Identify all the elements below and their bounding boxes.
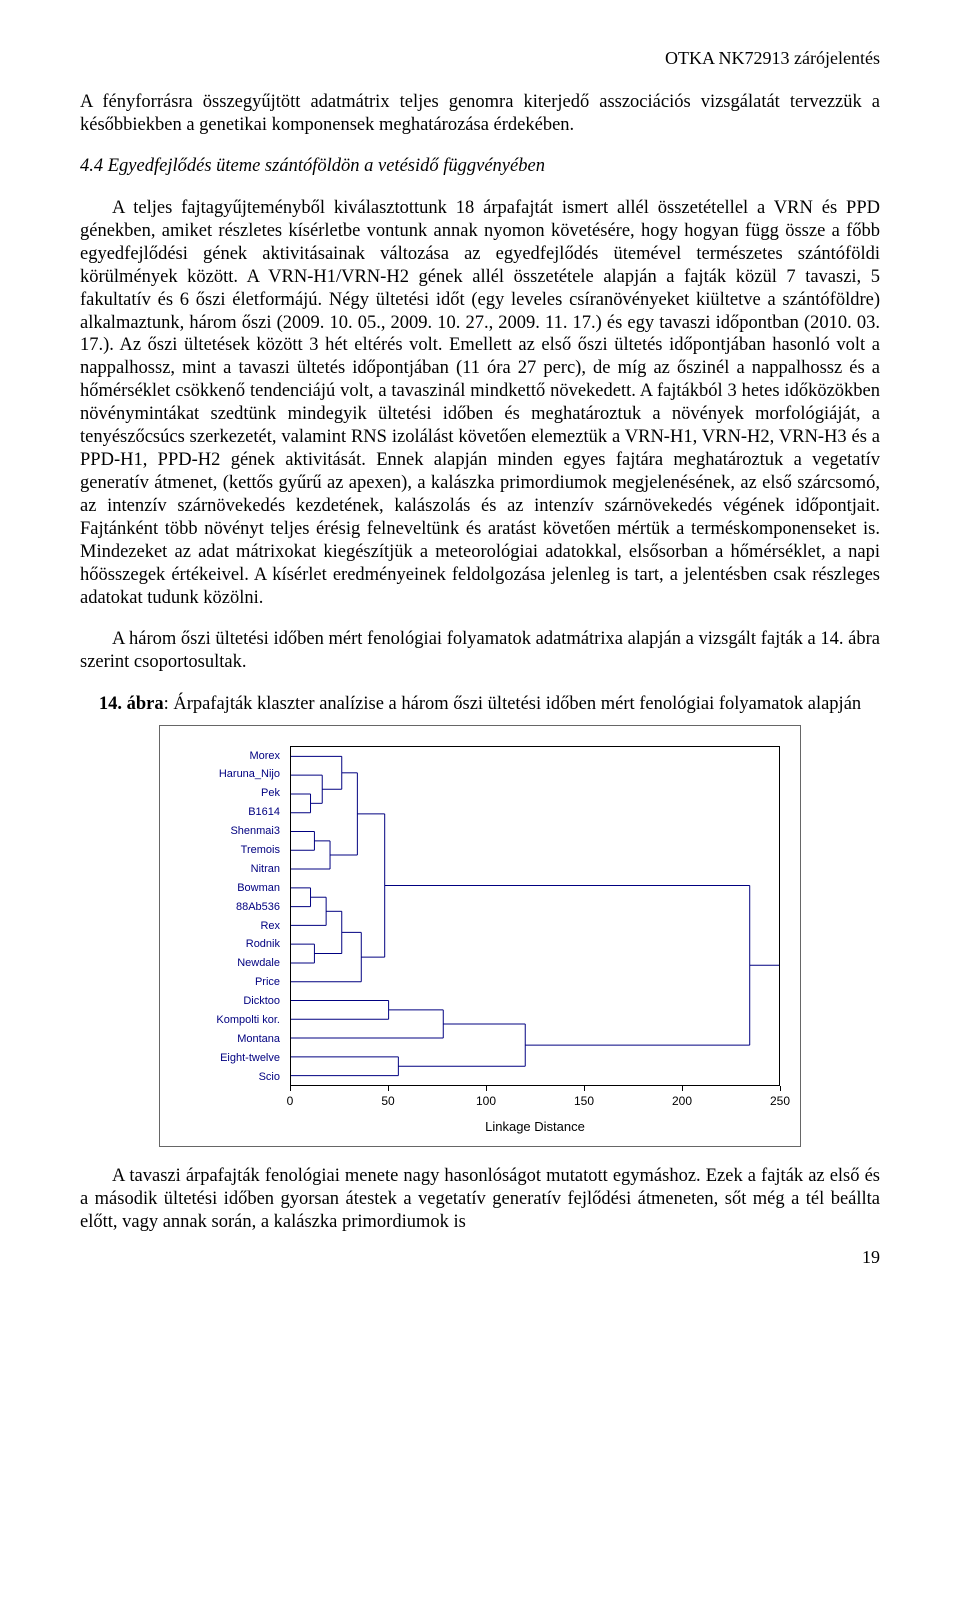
figure-number: 14. ábra — [99, 694, 164, 714]
y-axis-label: Kompolti kor. — [216, 1014, 280, 1026]
x-axis-tick — [290, 1086, 291, 1091]
y-axis-label: Montana — [237, 1033, 280, 1045]
page-number: 19 — [862, 1247, 880, 1268]
x-axis-tick — [682, 1086, 683, 1091]
y-axis-label: Eight-twelve — [220, 1052, 280, 1064]
x-axis-tick-label: 0 — [287, 1094, 294, 1108]
y-axis-label: Morex — [249, 750, 280, 762]
y-axis-label: Rex — [260, 920, 280, 932]
y-axis-label: Dicktoo — [243, 995, 280, 1007]
paragraph-1: A fényforrásra összegyűjtött adatmátrix … — [80, 91, 880, 137]
y-axis-label: Haruna_Nijo — [219, 768, 280, 780]
x-axis-tick-label: 100 — [476, 1094, 496, 1108]
x-axis-tick-label: 200 — [672, 1094, 692, 1108]
x-axis-title: Linkage Distance — [290, 1119, 780, 1134]
dendrogram-svg — [291, 747, 779, 1085]
y-axis-label: Rodnik — [246, 938, 280, 950]
y-axis-label: Pek — [261, 787, 280, 799]
y-axis-label: Price — [255, 976, 280, 988]
x-axis-tick — [780, 1086, 781, 1091]
x-axis-tick — [584, 1086, 585, 1091]
y-axis-label: Shenmai3 — [230, 825, 280, 837]
y-axis-label: Newdale — [237, 957, 280, 969]
y-axis-label: Nitran — [251, 863, 280, 875]
paragraph-2: A teljes fajtagyűjteményből kiválasztott… — [80, 197, 880, 610]
y-axis-label: B1614 — [248, 806, 280, 818]
section-heading: 4.4 Egyedfejlődés üteme szántóföldön a v… — [80, 155, 880, 178]
x-axis-labels: Linkage Distance 050100150200250 — [290, 1086, 780, 1146]
y-axis-labels: Morex Haruna_Nijo Pek B1614 Shenmai3 Tremois N… — [160, 746, 285, 1086]
x-axis-tick — [486, 1086, 487, 1091]
plot-area — [290, 746, 780, 1086]
y-axis-label: Bowman — [237, 882, 280, 894]
paragraph-4: A tavaszi árpafajták fenológiai menete n… — [80, 1165, 880, 1234]
page: OTKA NK72913 zárójelentés A fényforrásra… — [0, 0, 960, 1292]
x-axis-tick-label: 50 — [381, 1094, 394, 1108]
y-axis-label: Scio — [259, 1071, 280, 1083]
figure-caption-text: : Árpafajták klaszter analízise a három … — [164, 694, 862, 714]
x-axis-tick-label: 150 — [574, 1094, 594, 1108]
figure-caption: 14. ábra: Árpafajták klaszter analízise … — [80, 694, 880, 715]
y-axis-label: 88Ab536 — [236, 901, 280, 913]
dendrogram-chart: Morex Haruna_Nijo Pek B1614 Shenmai3 Tremois N… — [159, 725, 801, 1147]
x-axis-tick-label: 250 — [770, 1094, 790, 1108]
paragraph-3: A három őszi ültetési időben mért fenoló… — [80, 628, 880, 674]
y-axis-label: Tremois — [241, 844, 280, 856]
x-axis-tick — [388, 1086, 389, 1091]
page-header: OTKA NK72913 zárójelentés — [80, 48, 880, 69]
